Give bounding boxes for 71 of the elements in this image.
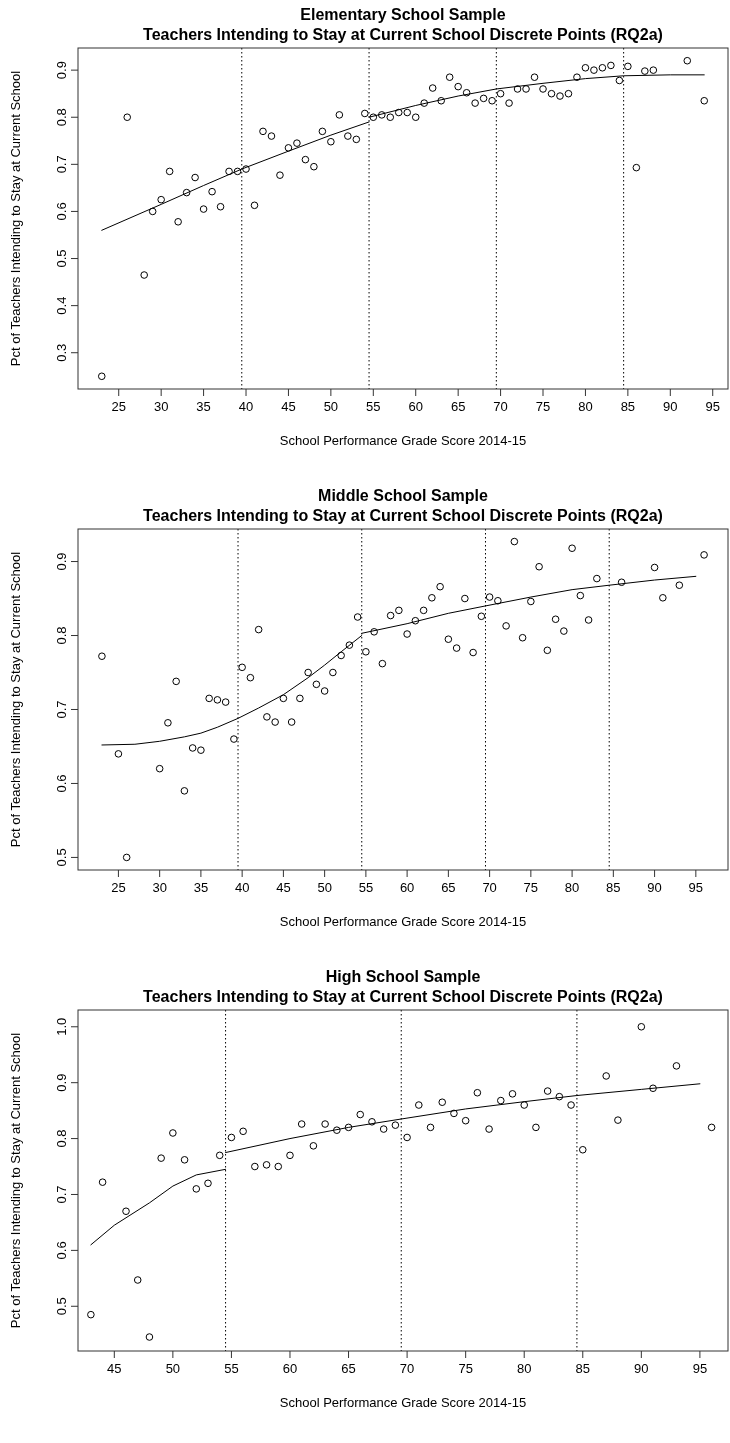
x-tick-label: 85 xyxy=(606,880,621,895)
y-tick-label: 0.6 xyxy=(54,202,69,221)
y-axis-title: Pct of Teachers Intending to Stay at Current School xyxy=(8,551,23,848)
x-tick-label: 40 xyxy=(234,880,250,895)
x-tick-label: 45 xyxy=(107,1361,122,1376)
y-tick-label: 0.6 xyxy=(54,1241,69,1260)
x-tick-label: 55 xyxy=(358,880,374,895)
y-tick-label: 0.3 xyxy=(54,343,69,362)
x-tick-label: 25 xyxy=(111,399,126,414)
x-tick-label: 45 xyxy=(276,880,291,895)
x-tick-label: 45 xyxy=(281,399,296,414)
y-tick-label: 0.5 xyxy=(54,249,69,268)
x-tick-label: 70 xyxy=(493,399,508,414)
x-tick-label: 35 xyxy=(193,880,209,895)
y-tick-label: 0.7 xyxy=(54,1185,69,1204)
x-tick-label: 55 xyxy=(224,1361,239,1376)
x-tick-label: 75 xyxy=(523,880,539,895)
x-tick-label: 80 xyxy=(578,399,593,414)
x-tick-label: 75 xyxy=(535,399,551,414)
x-axis-title: School Performance Grade Score 2014-15 xyxy=(279,433,527,448)
y-tick-label: 0.5 xyxy=(54,848,69,867)
y-tick-label: 0.8 xyxy=(54,626,69,645)
y-tick-label: 0.8 xyxy=(54,1129,69,1148)
x-tick-label: 65 xyxy=(341,1361,356,1376)
chart-subtitle: Teachers Intending to Stay at Current School Discrete Points (RQ2a) xyxy=(143,507,663,524)
x-tick-label: 95 xyxy=(692,1361,708,1376)
x-tick-label: 80 xyxy=(516,1361,532,1376)
x-tick-label: 75 xyxy=(458,1361,473,1376)
chart-title: High School Sample xyxy=(325,968,481,985)
x-tick-label: 70 xyxy=(482,880,497,895)
y-tick-label: 0.6 xyxy=(54,774,69,793)
y-tick-label: 0.4 xyxy=(54,296,69,315)
x-tick-label: 50 xyxy=(165,1361,181,1376)
x-tick-label: 60 xyxy=(282,1361,298,1376)
y-tick-label: 0.5 xyxy=(54,1297,69,1316)
y-tick-label: 0.8 xyxy=(54,108,69,127)
x-tick-label: 80 xyxy=(564,880,580,895)
chart-title: Elementary School Sample xyxy=(300,6,506,23)
y-axis-title: Pct of Teachers Intending to Stay at Current School xyxy=(8,70,23,367)
x-axis-title: School Performance Grade Score 2014-15 xyxy=(279,1395,527,1410)
chart-subtitle: Teachers Intending to Stay at Current School Discrete Points (RQ2a) xyxy=(143,988,663,1005)
x-tick-label: 60 xyxy=(399,880,415,895)
x-tick-label: 60 xyxy=(408,399,423,414)
x-tick-label: 90 xyxy=(647,880,662,895)
x-tick-label: 30 xyxy=(152,880,167,895)
y-axis-title: Pct of Teachers Intending to Stay at Current School xyxy=(8,1032,23,1329)
x-tick-label: 40 xyxy=(238,399,254,414)
y-tick-label: 0.7 xyxy=(54,155,69,174)
x-tick-label: 95 xyxy=(688,880,704,895)
x-tick-label: 55 xyxy=(366,399,381,414)
x-tick-label: 65 xyxy=(450,399,466,414)
x-tick-label: 30 xyxy=(153,399,169,414)
y-tick-label: 1.0 xyxy=(54,1017,69,1036)
x-tick-label: 90 xyxy=(663,399,678,414)
y-tick-label: 0.9 xyxy=(54,61,69,80)
x-tick-label: 70 xyxy=(399,1361,415,1376)
x-tick-label: 50 xyxy=(317,880,332,895)
x-tick-label: 25 xyxy=(111,880,126,895)
y-tick-label: 0.9 xyxy=(54,552,69,571)
y-tick-label: 0.9 xyxy=(54,1073,69,1092)
x-tick-label: 95 xyxy=(705,399,720,414)
x-tick-label: 50 xyxy=(323,399,339,414)
x-axis-title: School Performance Grade Score 2014-15 xyxy=(279,914,527,929)
x-tick-label: 85 xyxy=(620,399,636,414)
x-tick-label: 90 xyxy=(634,1361,649,1376)
y-tick-label: 0.7 xyxy=(54,700,69,719)
chart-title: Middle School Sample xyxy=(318,487,488,504)
chart-subtitle: Teachers Intending to Stay at Current School Discrete Points (RQ2a) xyxy=(143,26,663,43)
x-tick-label: 85 xyxy=(575,1361,591,1376)
x-tick-label: 35 xyxy=(196,399,211,414)
x-tick-label: 65 xyxy=(441,880,456,895)
